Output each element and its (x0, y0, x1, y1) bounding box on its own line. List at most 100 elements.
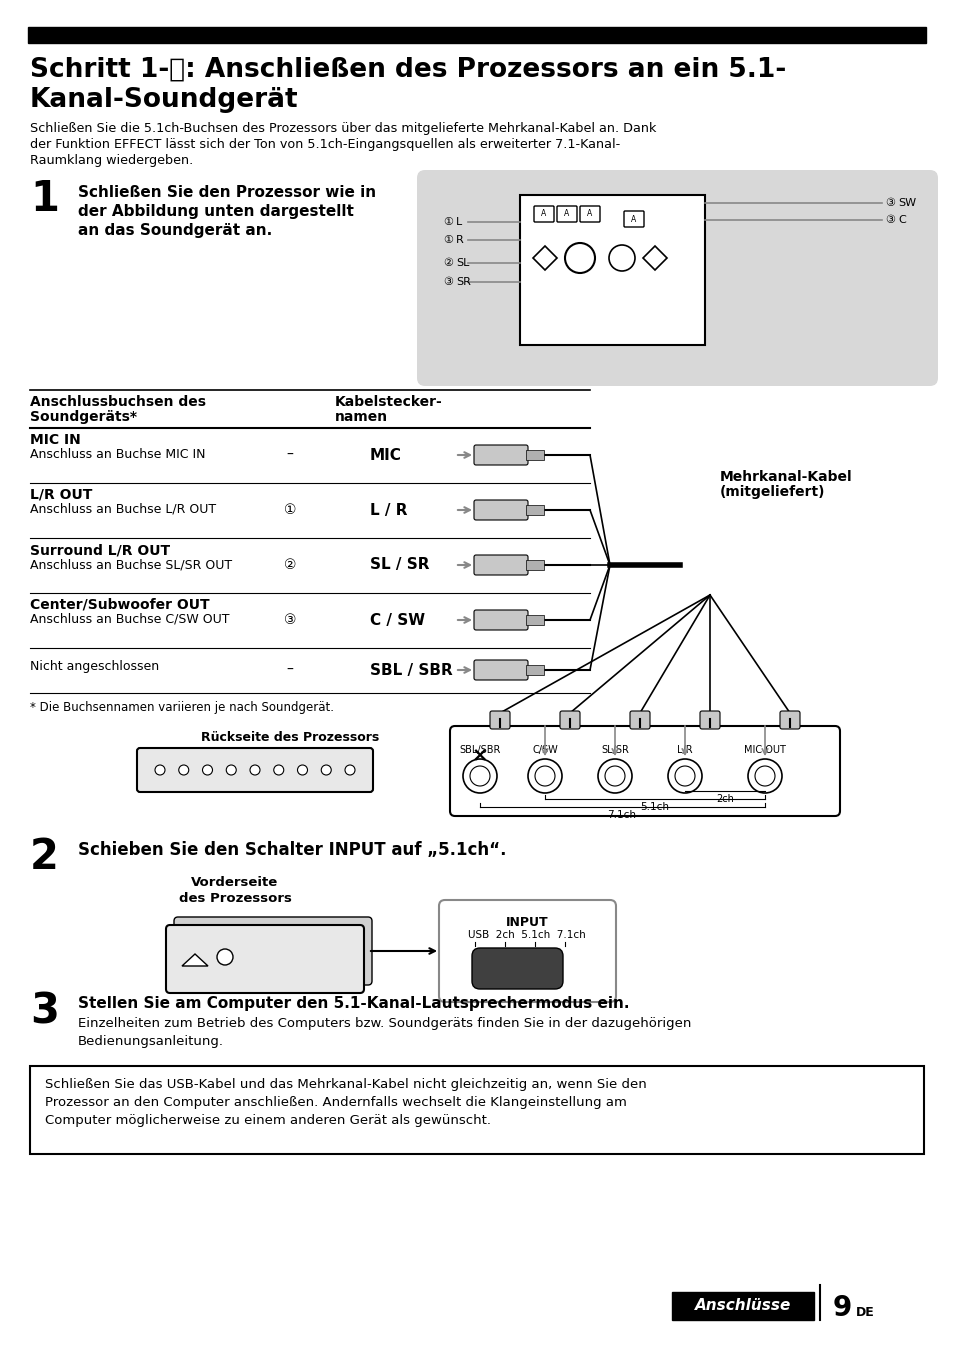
Circle shape (345, 765, 355, 774)
FancyBboxPatch shape (137, 747, 373, 792)
Circle shape (667, 760, 701, 793)
Circle shape (564, 242, 595, 274)
Text: Computer möglicherweise zu einem anderen Gerät als gewünscht.: Computer möglicherweise zu einem anderen… (45, 1114, 491, 1127)
Text: C / SW: C / SW (370, 612, 425, 627)
Text: 2ch: 2ch (716, 793, 733, 804)
FancyBboxPatch shape (780, 711, 800, 728)
FancyBboxPatch shape (474, 659, 527, 680)
Text: L / R: L / R (370, 502, 407, 517)
Text: 1: 1 (30, 177, 59, 219)
Text: Kanal-Soundgerät: Kanal-Soundgerät (30, 87, 298, 112)
Text: Anschlussbuchsen des: Anschlussbuchsen des (30, 395, 206, 409)
Text: MIC IN: MIC IN (30, 433, 81, 447)
Text: ③: ③ (442, 278, 453, 287)
Text: Schließen Sie den Prozessor wie in: Schließen Sie den Prozessor wie in (78, 185, 375, 200)
FancyBboxPatch shape (700, 711, 720, 728)
Bar (30, 1066, 923, 1154)
Text: 3: 3 (30, 991, 59, 1033)
Text: SL: SL (456, 259, 469, 268)
Text: 5.1ch: 5.1ch (639, 802, 669, 812)
Text: A: A (564, 210, 569, 218)
Text: Schieben Sie den Schalter INPUT auf „5.1ch“.: Schieben Sie den Schalter INPUT auf „5.1… (78, 841, 506, 858)
FancyBboxPatch shape (166, 925, 364, 992)
Circle shape (178, 765, 189, 774)
Text: der Abbildung unten dargestellt: der Abbildung unten dargestellt (78, 204, 354, 219)
Text: DE: DE (855, 1305, 874, 1319)
Text: ①: ① (442, 217, 453, 227)
Text: Kabelstecker-: Kabelstecker- (335, 395, 442, 409)
FancyBboxPatch shape (173, 917, 372, 984)
Text: Prozessor an den Computer anschließen. Andernfalls wechselt die Klangeinstellung: Prozessor an den Computer anschließen. A… (45, 1095, 626, 1109)
Circle shape (274, 765, 283, 774)
Text: MIC: MIC (370, 448, 401, 463)
Text: –: – (286, 663, 294, 677)
Text: MIC OUT: MIC OUT (743, 745, 785, 756)
Text: Nicht angeschlossen: Nicht angeschlossen (30, 659, 159, 673)
Bar (525, 505, 543, 515)
Bar (525, 665, 543, 676)
Text: 2: 2 (30, 835, 59, 877)
Text: Stellen Sie am Computer den 5.1-Kanal-Lautsprechermodus ein.: Stellen Sie am Computer den 5.1-Kanal-La… (78, 997, 629, 1011)
Bar (671, 1292, 813, 1320)
Text: Anschluss an Buchse L/R OUT: Anschluss an Buchse L/R OUT (30, 502, 216, 516)
Circle shape (154, 765, 165, 774)
Text: ×: × (472, 746, 488, 765)
Bar (519, 195, 704, 345)
Text: Mehrkanal-Kabel: Mehrkanal-Kabel (720, 470, 852, 483)
Text: Raumklang wiedergeben.: Raumklang wiedergeben. (30, 154, 193, 167)
Text: namen: namen (335, 410, 388, 424)
Text: ①: ① (442, 236, 453, 245)
Polygon shape (642, 246, 666, 269)
Text: (mitgeliefert): (mitgeliefert) (720, 485, 824, 500)
Text: 7.1ch: 7.1ch (607, 810, 636, 821)
Circle shape (598, 760, 631, 793)
Text: Schließen Sie die 5.1ch-Buchsen des Prozessors über das mitgelieferte Mehrkanal-: Schließen Sie die 5.1ch-Buchsen des Proz… (30, 122, 656, 135)
Text: Einzelheiten zum Betrieb des Computers bzw. Soundgeräts finden Sie in der dazuge: Einzelheiten zum Betrieb des Computers b… (78, 1017, 691, 1030)
Polygon shape (533, 246, 557, 269)
Text: Bedienungsanleitung.: Bedienungsanleitung. (78, 1034, 224, 1048)
Text: Center/Subwoofer OUT: Center/Subwoofer OUT (30, 598, 210, 612)
Text: Anschluss an Buchse C/SW OUT: Anschluss an Buchse C/SW OUT (30, 613, 230, 626)
Text: –: – (286, 448, 294, 462)
Text: ②: ② (442, 259, 453, 268)
FancyBboxPatch shape (559, 711, 579, 728)
Text: C: C (897, 215, 904, 225)
Circle shape (754, 766, 774, 787)
Text: an das Soundgerät an.: an das Soundgerät an. (78, 223, 272, 238)
Text: R: R (456, 236, 463, 245)
FancyBboxPatch shape (416, 171, 937, 386)
Circle shape (321, 765, 331, 774)
Circle shape (527, 760, 561, 793)
FancyBboxPatch shape (472, 948, 562, 988)
Text: L/R OUT: L/R OUT (30, 487, 92, 502)
Bar (525, 450, 543, 460)
FancyBboxPatch shape (450, 726, 840, 816)
Circle shape (216, 949, 233, 965)
Text: L/R: L/R (677, 745, 692, 756)
Circle shape (747, 760, 781, 793)
Text: SR: SR (456, 278, 471, 287)
FancyBboxPatch shape (623, 211, 643, 227)
Text: Anschlüsse: Anschlüsse (694, 1298, 790, 1313)
Text: Anschluss an Buchse SL/SR OUT: Anschluss an Buchse SL/SR OUT (30, 558, 232, 571)
Text: Anschluss an Buchse MIC IN: Anschluss an Buchse MIC IN (30, 448, 205, 460)
FancyBboxPatch shape (629, 711, 649, 728)
Circle shape (226, 765, 236, 774)
Text: SBL / SBR: SBL / SBR (370, 662, 453, 677)
Polygon shape (182, 955, 208, 965)
Text: Surround L/R OUT: Surround L/R OUT (30, 543, 170, 556)
Text: SL/SR: SL/SR (600, 745, 628, 756)
Bar (525, 615, 543, 626)
Text: des Prozessors: des Prozessors (178, 892, 291, 904)
FancyBboxPatch shape (474, 445, 527, 464)
Text: ①: ① (283, 502, 296, 517)
Text: Vorderseite: Vorderseite (192, 876, 278, 890)
Text: A: A (631, 214, 636, 223)
Text: 9: 9 (832, 1294, 851, 1322)
Circle shape (604, 766, 624, 787)
Text: Schritt 1-Ⓑ: Anschließen des Prozessors an ein 5.1-: Schritt 1-Ⓑ: Anschließen des Prozessors … (30, 57, 785, 83)
Text: Rückseite des Prozessors: Rückseite des Prozessors (201, 731, 378, 743)
Text: A: A (540, 210, 546, 218)
Text: SW: SW (897, 198, 915, 209)
FancyBboxPatch shape (474, 555, 527, 575)
